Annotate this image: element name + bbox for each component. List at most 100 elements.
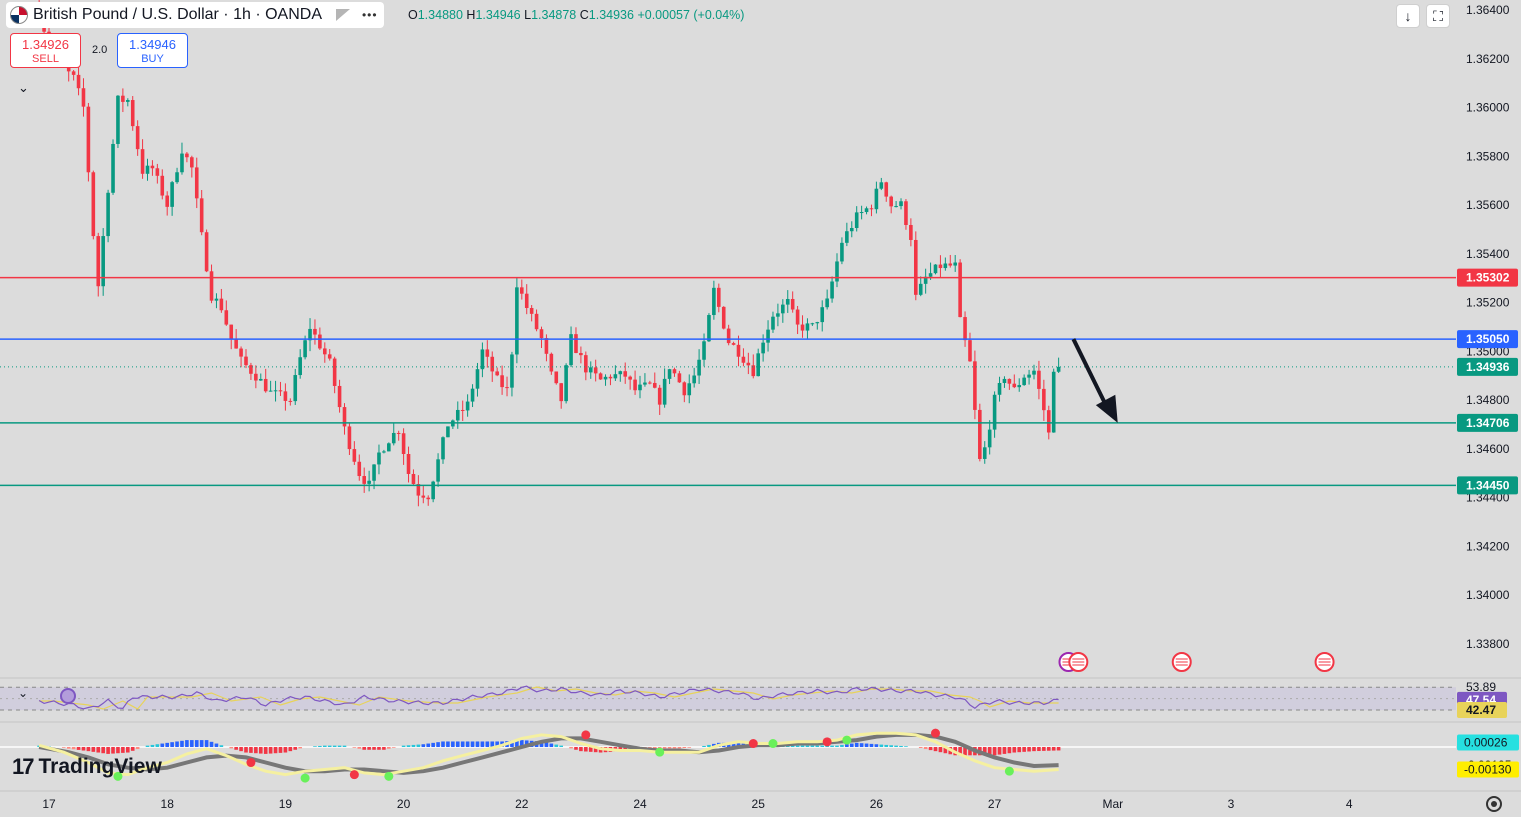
macd-histogram-bar [165, 742, 169, 747]
macd-histogram-bar [830, 745, 834, 747]
candle-body [401, 433, 406, 455]
candle-body [569, 334, 573, 366]
candle-body [751, 365, 756, 377]
candle-body [677, 373, 682, 383]
candle-body [81, 88, 86, 107]
candle-body [303, 340, 307, 358]
macd-histogram-bar [1037, 747, 1041, 752]
candles [37, 0, 1061, 507]
macd-histogram-bar [76, 747, 81, 750]
candle-body [825, 298, 829, 308]
candle-body [598, 373, 603, 380]
macd-histogram-bar [377, 747, 381, 750]
candle-body [1037, 370, 1041, 389]
macd-histogram-bar [194, 740, 199, 747]
price-axis [1456, 0, 1521, 817]
macd-histogram-bar [121, 747, 125, 753]
candle-body [1002, 378, 1007, 384]
time-tick-label: 26 [870, 797, 884, 811]
more-icon[interactable]: ••• [361, 8, 378, 22]
macd-histogram-bar [411, 744, 416, 747]
candle-body [643, 382, 647, 385]
macd-histogram-bar [332, 745, 337, 747]
candle-body [687, 383, 692, 396]
macd-histogram-bar [800, 745, 805, 747]
fullscreen-icon[interactable]: ⛶ [1426, 4, 1450, 28]
candle-body [283, 391, 288, 401]
candle-body [1017, 385, 1022, 388]
macd-histogram-bar [815, 745, 820, 747]
macd-histogram-bar [1022, 747, 1026, 752]
candle-body [209, 271, 214, 301]
macd-cross-dot [300, 773, 310, 783]
current-price-label: 1.34936 [1466, 360, 1510, 374]
candle-body [869, 208, 874, 210]
candle-body [1027, 374, 1031, 378]
candle-body [766, 329, 770, 343]
sell-button[interactable]: 1.34926 SELL [10, 33, 81, 68]
close-label: C [579, 8, 589, 22]
macd-histogram-bar [736, 742, 741, 747]
macd-histogram-bar [869, 743, 874, 747]
candle-body [130, 100, 135, 127]
price-tick-label: 1.36000 [1466, 101, 1510, 115]
candle-body [667, 369, 672, 379]
candle-body [520, 287, 524, 294]
candle-body [746, 362, 751, 366]
macd-histogram-bar [574, 747, 578, 750]
candle-body [652, 382, 657, 388]
candle-body [372, 464, 376, 481]
rsi-indicator-icon[interactable] [60, 688, 76, 704]
price-tick-label: 1.35200 [1466, 296, 1510, 310]
macd-histogram-bar [66, 747, 71, 749]
candle-body [455, 409, 460, 421]
candle-body [194, 167, 199, 199]
macd-histogram-bar [219, 745, 224, 747]
macd-histogram-bar [234, 747, 238, 750]
candle-body [864, 208, 869, 213]
macd-histogram-bar [244, 747, 248, 753]
macd-histogram-bar [446, 741, 450, 747]
macd-histogram-bar [337, 745, 342, 747]
candle-body [91, 172, 96, 237]
macd-histogram-bar [968, 747, 972, 756]
candle-body [411, 473, 416, 485]
macd-histogram-bar [180, 740, 184, 747]
macd-histogram-bar [61, 747, 66, 748]
settings-icon[interactable] [1486, 796, 1502, 812]
candle-body [126, 100, 130, 102]
macd-histogram-bar [475, 741, 480, 747]
macd-histogram-bar [854, 742, 859, 747]
macd-histogram-bar [1017, 747, 1022, 753]
macd-signal-line [38, 732, 1059, 775]
rsi-chevron-icon[interactable]: ⌄ [18, 686, 29, 700]
price-tick-label: 1.33800 [1466, 637, 1510, 651]
macd-histogram-bar [441, 741, 445, 747]
flag-icon [10, 6, 28, 24]
download-icon[interactable]: ↓ [1396, 4, 1420, 28]
macd-histogram-bar [662, 747, 667, 749]
macd-histogram-bar [130, 747, 135, 751]
macd-histogram-bar [421, 744, 426, 747]
arrow-icon [1071, 338, 1110, 410]
candle-body [820, 307, 825, 323]
macd-histogram-bar [357, 747, 362, 749]
visibility-icon[interactable] [335, 9, 350, 21]
time-tick-label: 20 [397, 797, 411, 811]
candle-body [904, 201, 908, 225]
high-label: H [466, 8, 476, 22]
price-tick-label: 1.36400 [1466, 3, 1510, 17]
buy-price: 1.34946 [129, 37, 176, 52]
candle-body [396, 432, 401, 434]
support-1-price-label: 1.34706 [1466, 416, 1510, 430]
candle-body [155, 168, 160, 176]
candle-body [140, 149, 145, 174]
chevron-down-icon[interactable]: ⌄ [18, 80, 29, 95]
change-value: +0.00057 (+0.04%) [637, 8, 745, 22]
symbol-header[interactable]: British Pound / U.S. Dollar · 1h · OANDA… [6, 2, 384, 28]
resistance-price-badge [1457, 268, 1518, 287]
buy-button[interactable]: 1.34946 BUY [117, 33, 188, 68]
candle-body [441, 437, 445, 460]
candle-body [505, 387, 509, 389]
